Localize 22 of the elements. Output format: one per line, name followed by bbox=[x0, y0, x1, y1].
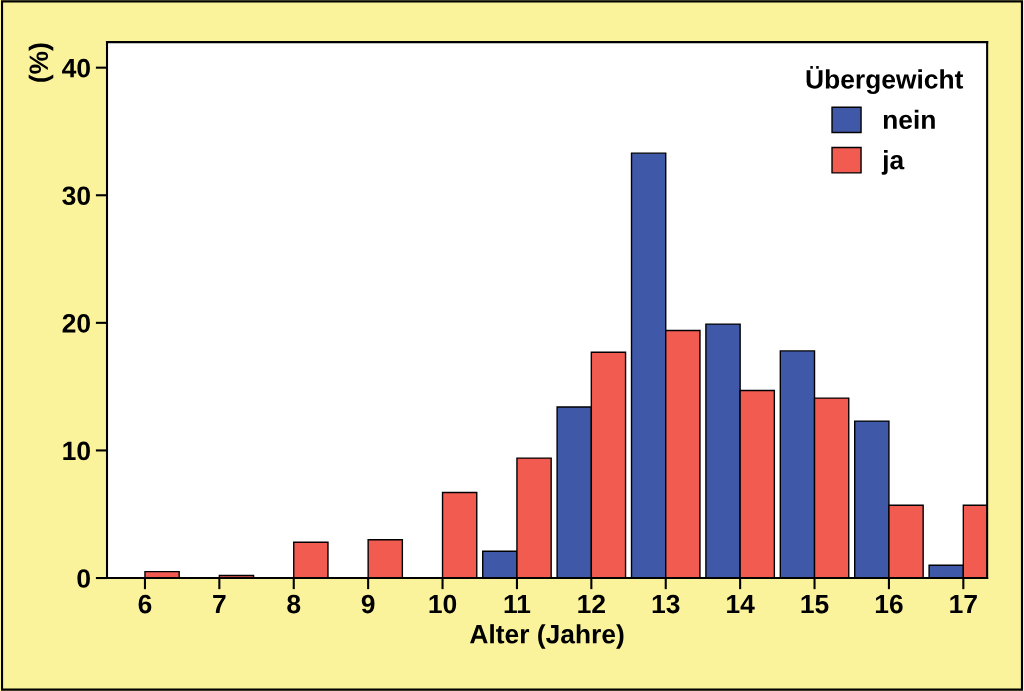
x-tick-label: 17 bbox=[950, 594, 977, 614]
x-tick-label: 16 bbox=[875, 594, 903, 614]
x-axis-title: Alter (Jahre) bbox=[470, 624, 624, 649]
x-tick-label: 14 bbox=[727, 594, 755, 614]
legend-label: ja bbox=[881, 150, 905, 175]
x-tick-label: 9 bbox=[361, 594, 375, 614]
legend-label: nein bbox=[883, 109, 935, 130]
x-tick-label: 7 bbox=[213, 594, 226, 614]
x-tick-label: 15 bbox=[801, 594, 829, 614]
y-tick-label: 0 bbox=[77, 569, 90, 588]
x-tick-label: 12 bbox=[578, 594, 605, 614]
y-tick-label: 20 bbox=[62, 313, 90, 333]
legend-title: Übergewicht bbox=[806, 65, 964, 95]
y-tick-label: 40 bbox=[62, 58, 90, 78]
y-tick-label: 30 bbox=[62, 186, 90, 206]
y-tick-label: 10 bbox=[63, 441, 90, 461]
x-tick-label: 8 bbox=[287, 594, 301, 614]
x-tick-label: 11 bbox=[504, 594, 531, 614]
y-axis-title: (%) bbox=[28, 43, 54, 82]
x-tick-label: 10 bbox=[429, 594, 457, 614]
x-tick-label: 13 bbox=[652, 594, 680, 614]
x-tick-label: 6 bbox=[138, 594, 152, 614]
